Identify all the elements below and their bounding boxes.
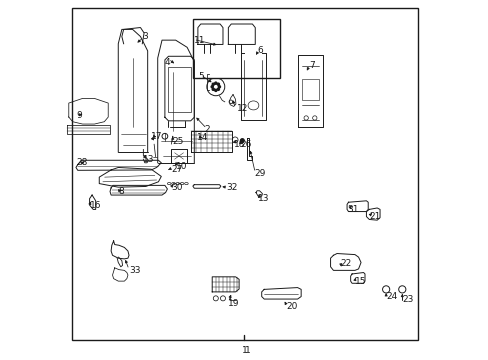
Text: 33: 33 <box>129 266 140 275</box>
Text: 21: 21 <box>368 212 380 221</box>
Text: 2: 2 <box>204 125 209 134</box>
Text: 22: 22 <box>340 259 351 268</box>
Text: 13: 13 <box>143 155 155 164</box>
Text: 14: 14 <box>197 133 208 142</box>
Text: 25: 25 <box>172 137 183 146</box>
Text: 6: 6 <box>257 46 262 55</box>
Text: 26: 26 <box>240 140 251 149</box>
Text: 32: 32 <box>225 183 237 192</box>
Text: 11: 11 <box>193 36 204 45</box>
Text: 10: 10 <box>176 162 187 171</box>
Ellipse shape <box>180 183 183 185</box>
Ellipse shape <box>176 183 179 185</box>
Ellipse shape <box>247 101 258 110</box>
Text: 17: 17 <box>151 132 163 141</box>
Bar <box>168 67 190 112</box>
Circle shape <box>214 82 217 84</box>
Ellipse shape <box>167 183 171 185</box>
Bar <box>192 19 280 78</box>
Circle shape <box>240 139 244 142</box>
Text: 24: 24 <box>386 292 397 301</box>
Text: 7: 7 <box>308 61 314 70</box>
Text: 16: 16 <box>89 201 101 210</box>
Text: 12: 12 <box>236 104 247 113</box>
Text: 19: 19 <box>228 299 240 308</box>
Circle shape <box>218 86 220 88</box>
Circle shape <box>211 86 213 88</box>
Text: 1: 1 <box>244 346 250 355</box>
Circle shape <box>217 88 219 90</box>
Ellipse shape <box>171 183 175 185</box>
Text: 27: 27 <box>171 166 182 175</box>
Circle shape <box>212 88 214 90</box>
Bar <box>301 78 319 100</box>
Text: 23: 23 <box>402 294 413 303</box>
Text: 28: 28 <box>77 158 88 167</box>
Text: 30: 30 <box>171 183 182 192</box>
Text: 5: 5 <box>198 72 204 81</box>
Text: 15: 15 <box>354 276 366 285</box>
Text: 4: 4 <box>164 58 170 67</box>
Text: 8: 8 <box>118 187 124 196</box>
Circle shape <box>214 89 217 91</box>
Text: 31: 31 <box>347 205 359 214</box>
Text: 29: 29 <box>254 169 265 178</box>
Circle shape <box>217 83 219 85</box>
Text: 3: 3 <box>142 32 148 41</box>
Text: 1: 1 <box>241 346 247 355</box>
Text: 18: 18 <box>233 140 245 149</box>
Text: 9: 9 <box>76 111 81 120</box>
Ellipse shape <box>184 183 188 185</box>
Text: 13: 13 <box>258 194 269 203</box>
Circle shape <box>212 83 214 85</box>
Text: 20: 20 <box>286 302 298 311</box>
